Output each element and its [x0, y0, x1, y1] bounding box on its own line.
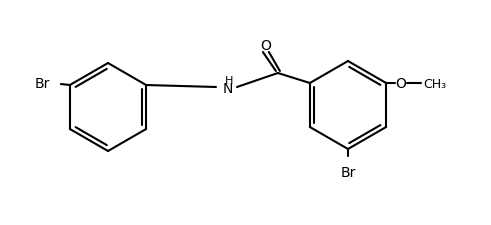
Text: Br: Br [340, 165, 355, 179]
Text: CH₃: CH₃ [423, 77, 446, 90]
Text: H: H [225, 76, 233, 86]
Text: Br: Br [34, 77, 50, 91]
Text: N: N [223, 82, 233, 96]
Text: O: O [396, 77, 407, 91]
Text: O: O [260, 39, 272, 53]
